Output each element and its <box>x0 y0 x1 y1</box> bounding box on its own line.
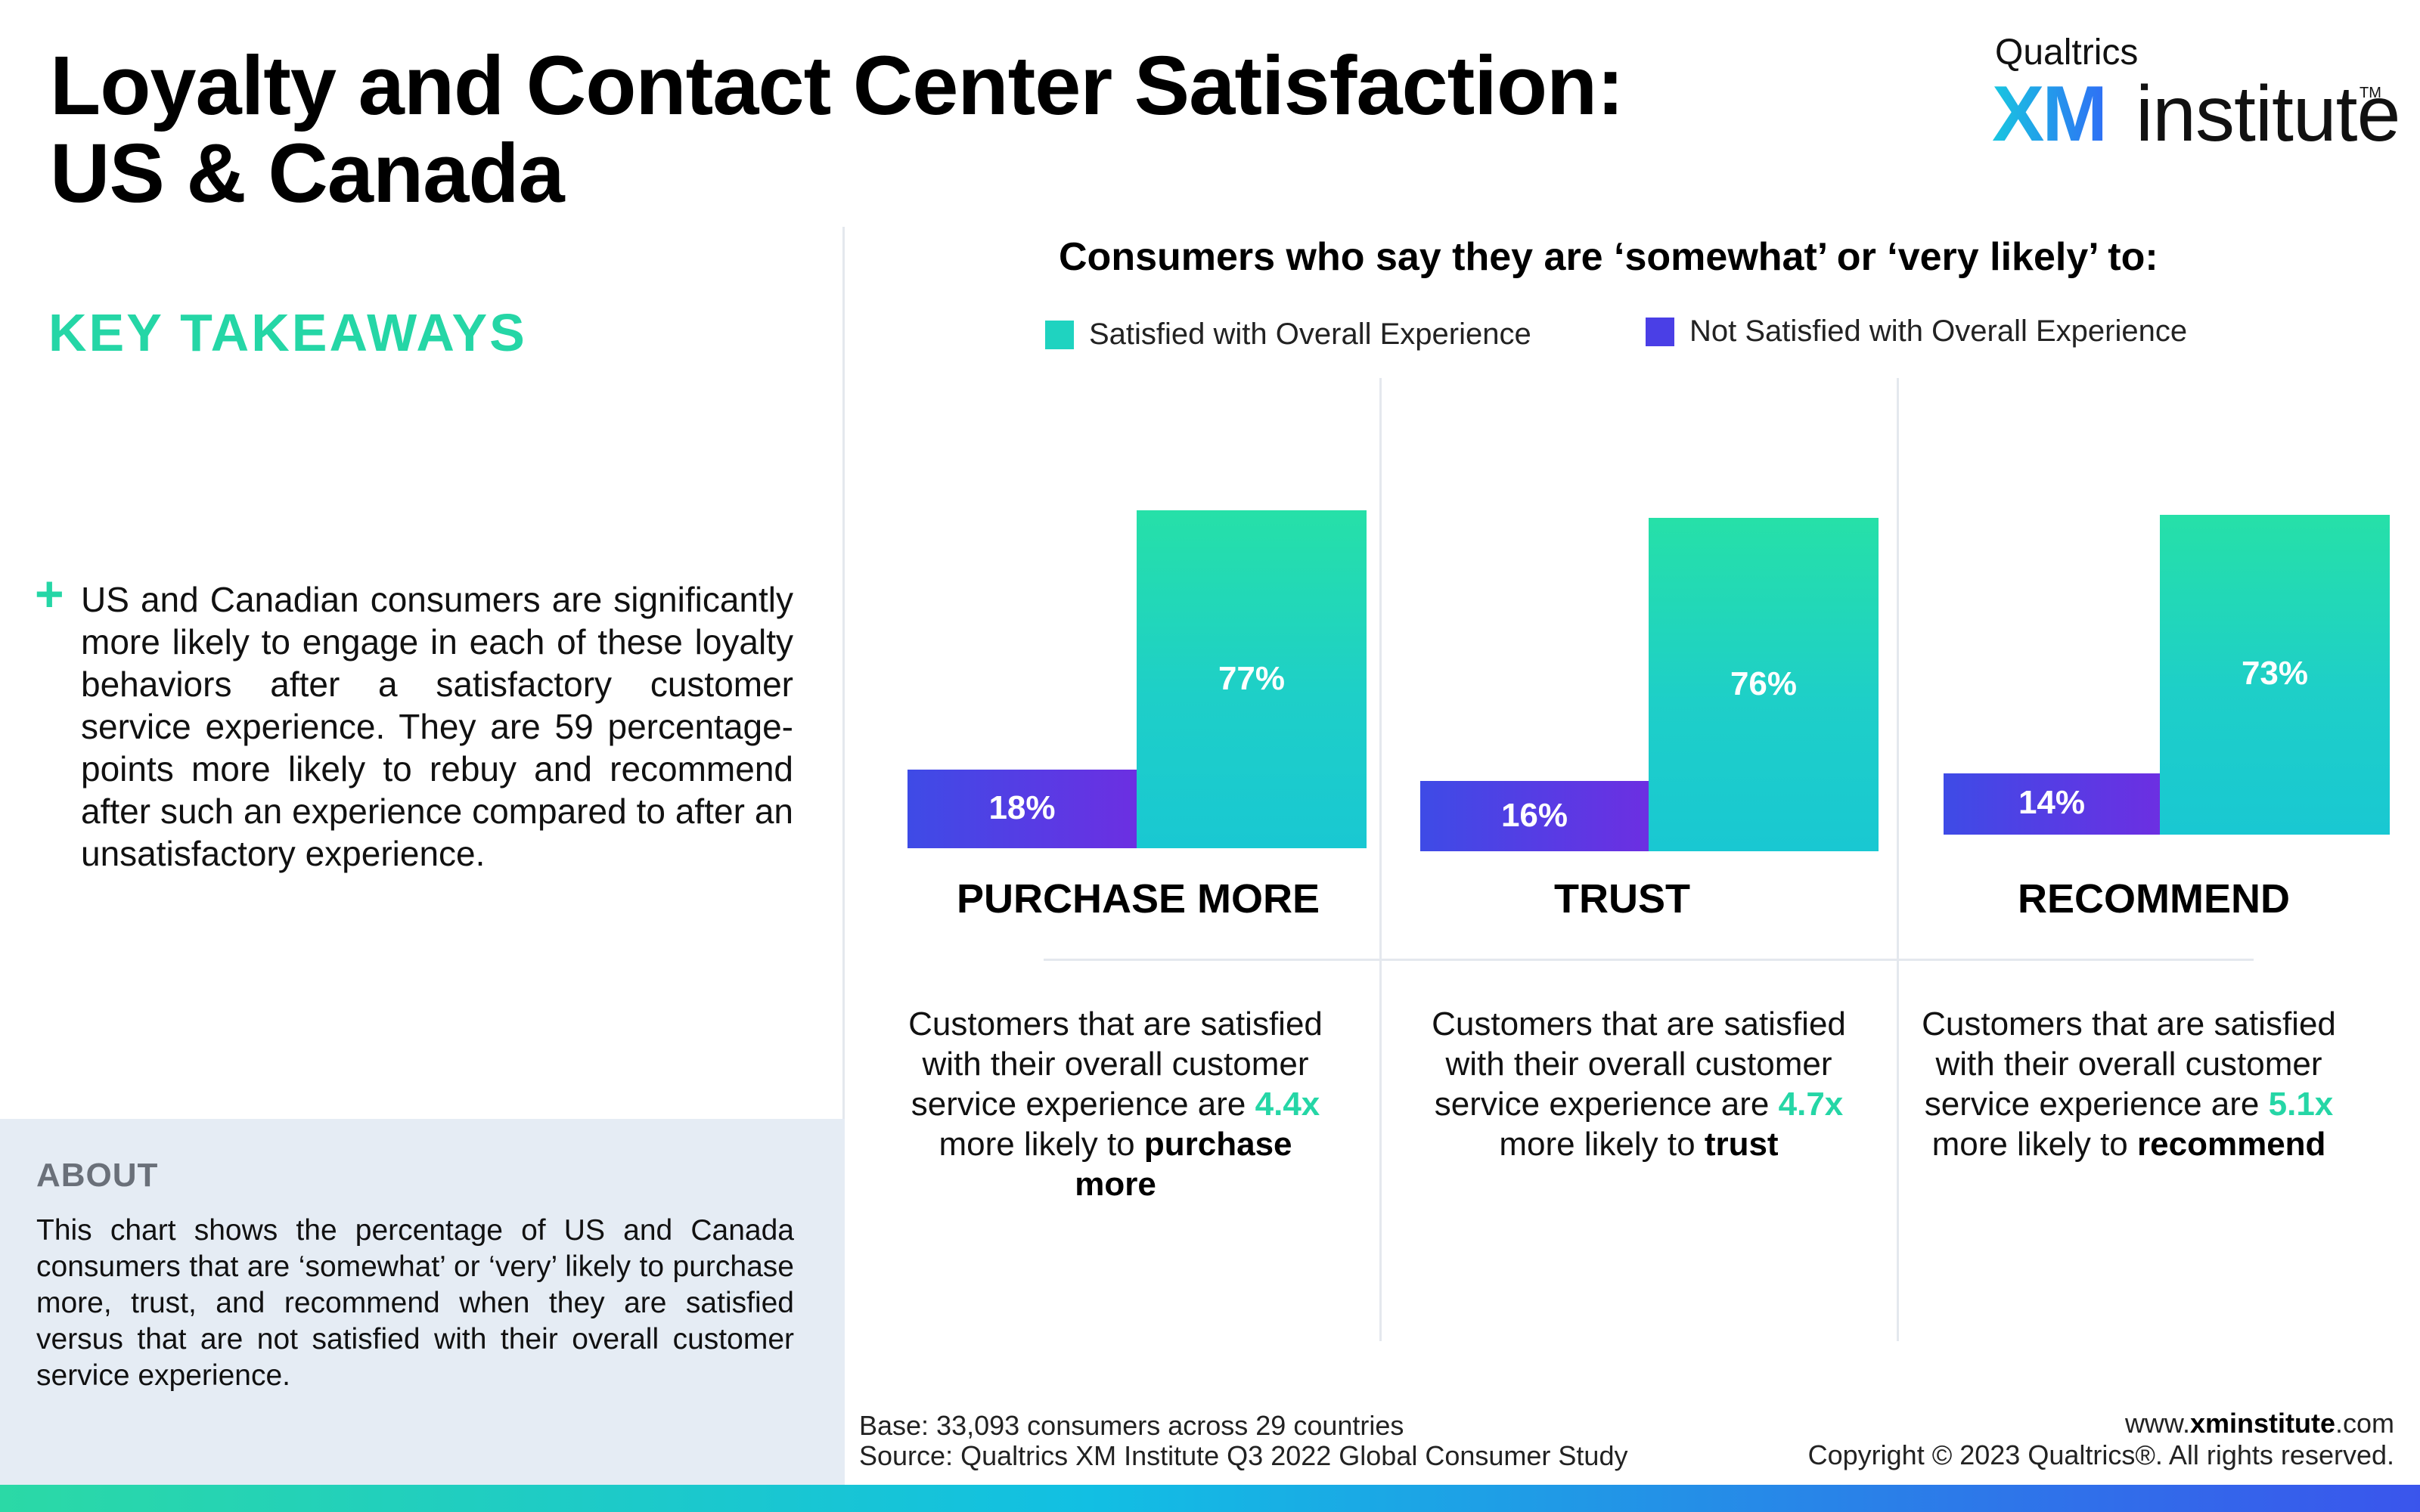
section-divider <box>1044 959 2254 961</box>
logo-company: Qualtrics <box>1995 33 2139 73</box>
footer-source: Base: 33,093 consumers across 29 countri… <box>859 1411 1627 1471</box>
panel-divider <box>842 227 845 1119</box>
multiplier-value: 4.4x <box>1255 1086 1320 1123</box>
legend-swatch-satisfied <box>1045 320 1074 349</box>
bar-satisfied-trust <box>1649 518 1879 851</box>
about-text: This chart shows the percentage of US an… <box>36 1214 794 1392</box>
description-text: Customers that are satisfied with their … <box>908 1005 1323 1123</box>
category-label-purchase-more: PURCHASE MORE <box>956 876 1320 922</box>
url-prefix: www. <box>2124 1408 2190 1439</box>
legend-item-not-satisfied: Not Satisfied with Overall Experience <box>1646 314 2187 349</box>
xm-institute-logo: Qualtrics XM institute TM <box>1951 29 2400 158</box>
plus-icon: + <box>35 565 64 621</box>
page-title: Loyalty and Contact Center Satisfaction:… <box>50 42 1714 218</box>
title-line-2: US & Canada <box>50 127 565 220</box>
key-takeaways-heading: KEY TAKEAWAYS <box>48 303 527 362</box>
bar-satisfied-purchase-more <box>1137 510 1367 848</box>
bar-not-satisfied-recommend <box>1944 773 2160 835</box>
description-text: Customers that are satisfied with their … <box>1432 1005 1846 1123</box>
description-text: more likely to <box>1931 1126 2137 1163</box>
about-panel: ABOUT This chart shows the percentage of… <box>0 1119 845 1485</box>
url-domain: xminstitute <box>2189 1408 2335 1439</box>
description-text: more likely to <box>1499 1126 1705 1163</box>
base-note: Base: 33,093 consumers across 29 countri… <box>859 1410 1404 1441</box>
multiplier-value: 5.1x <box>2268 1086 2334 1123</box>
description-recommend: Customers that are satisfied with their … <box>1917 1004 2341 1164</box>
bar-label-not-satisfied-trust: 16% <box>1500 796 1568 834</box>
category-label-recommend: RECOMMEND <box>2018 876 2290 922</box>
bar-not-satisfied-trust <box>1420 781 1649 851</box>
bar-label-not-satisfied-purchase-more: 18% <box>988 789 1056 826</box>
source-note: Source: Qualtrics XM Institute Q3 2022 G… <box>859 1440 1628 1471</box>
logo-xm: XM <box>1992 65 2108 163</box>
action-text: recommend <box>2137 1126 2326 1163</box>
bar-label-satisfied-recommend: 73% <box>2241 655 2309 692</box>
action-text: purchase more <box>1075 1126 1292 1203</box>
footer-copyright: www.xminstitute.com Copyright © 2023 Qua… <box>1808 1408 2394 1471</box>
legend-label-not-satisfied: Not Satisfied with Overall Experience <box>1689 314 2188 348</box>
description-text: more likely to <box>939 1126 1144 1163</box>
category-label-trust: TRUST <box>1554 876 1690 922</box>
description-text: Customers that are satisfied with their … <box>1922 1005 2336 1123</box>
bar-label-not-satisfied-recommend: 14% <box>2018 784 2086 822</box>
bar-label-satisfied-purchase-more: 77% <box>1218 659 1286 697</box>
logo-trademark: TM <box>2360 85 2381 101</box>
legend-label-satisfied: Satisfied with Overall Experience <box>1089 318 1531 351</box>
logo-institute: institute <box>2136 70 2400 158</box>
title-line-1: Loyalty and Contact Center Satisfaction: <box>50 39 1624 132</box>
website-link[interactable]: www.xminstitute.com <box>1808 1408 2394 1439</box>
key-takeaways-text: US and Canadian consumers are significan… <box>81 580 793 873</box>
chart-title: Consumers who say they are ‘somewhat’ or… <box>1059 235 2158 279</box>
multiplier-value: 4.7x <box>1778 1086 1844 1123</box>
column-divider-1 <box>1379 378 1382 1341</box>
bar-not-satisfied-purchase-more <box>908 769 1137 848</box>
bar-label-satisfied-trust: 76% <box>1730 665 1798 702</box>
bottom-gradient-bar <box>0 1485 2420 1512</box>
column-divider-2 <box>1897 378 1899 1341</box>
legend-swatch-not-satisfied <box>1646 317 1674 346</box>
bar-satisfied-recommend <box>2160 514 2390 835</box>
about-heading: ABOUT <box>36 1157 159 1194</box>
description-trust: Customers that are satisfied with their … <box>1427 1004 1851 1164</box>
url-suffix: .com <box>2335 1408 2394 1439</box>
copyright-text: Copyright © 2023 Qualtrics®. All rights … <box>1807 1439 2394 1470</box>
legend-item-satisfied: Satisfied with Overall Experience <box>1045 318 1531 352</box>
action-text: trust <box>1704 1126 1779 1163</box>
description-purchase-more: Customers that are satisfied with their … <box>904 1004 1327 1204</box>
